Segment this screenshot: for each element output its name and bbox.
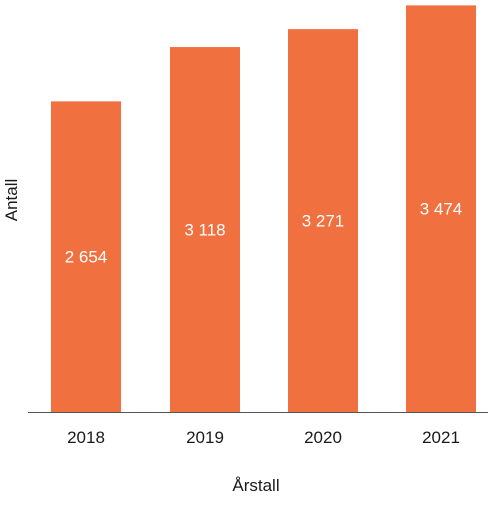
- bar-value-label-2019: 3 118: [184, 221, 225, 240]
- y-axis-title: Antall: [2, 179, 21, 222]
- x-axis-title: Årstall: [232, 476, 279, 495]
- bar-value-label-2021: 3 474: [420, 200, 463, 219]
- bars-group: [51, 5, 476, 413]
- x-tick-label-2019: 2019: [186, 428, 224, 447]
- x-tick-label-2021: 2021: [422, 428, 460, 447]
- bar-value-label-2018: 2 654: [65, 248, 108, 267]
- x-tick-label-2020: 2020: [304, 428, 342, 447]
- bar-2021: [406, 5, 476, 412]
- bar-2020: [288, 29, 358, 412]
- bar-2018: [51, 101, 121, 413]
- bar-2019: [170, 47, 240, 412]
- value-labels-group: 2 654 3 118 3 271 3 474: [65, 200, 463, 267]
- bar-value-label-2020: 3 271: [302, 212, 345, 231]
- x-tick-label-2018: 2018: [67, 428, 105, 447]
- x-tick-labels-group: 2018 2019 2020 2021: [67, 428, 460, 447]
